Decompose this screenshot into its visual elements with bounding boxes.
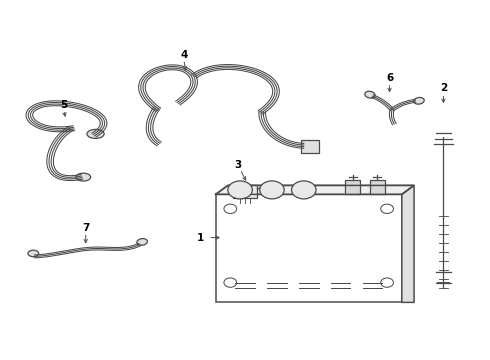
Bar [370, 180, 385, 194]
Text: 1: 1 [197, 233, 204, 243]
Bar [345, 180, 360, 194]
Circle shape [292, 181, 316, 199]
Ellipse shape [365, 91, 375, 98]
Bar [216, 194, 402, 302]
Circle shape [260, 181, 284, 199]
Ellipse shape [137, 239, 147, 245]
Bar [233, 185, 257, 198]
Circle shape [228, 181, 252, 199]
Text: 4: 4 [180, 50, 188, 60]
Circle shape [224, 278, 237, 287]
Circle shape [381, 204, 393, 213]
Ellipse shape [414, 98, 424, 104]
Text: 5: 5 [60, 100, 67, 110]
Text: 3: 3 [234, 159, 241, 170]
Polygon shape [216, 185, 414, 194]
Polygon shape [402, 185, 414, 302]
Text: 6: 6 [386, 73, 393, 83]
Ellipse shape [87, 129, 104, 138]
Ellipse shape [76, 173, 91, 181]
Ellipse shape [28, 250, 39, 257]
Text: 2: 2 [440, 83, 447, 93]
Circle shape [381, 278, 393, 287]
Text: 7: 7 [82, 222, 90, 233]
Circle shape [224, 204, 237, 213]
Bar [301, 140, 319, 153]
